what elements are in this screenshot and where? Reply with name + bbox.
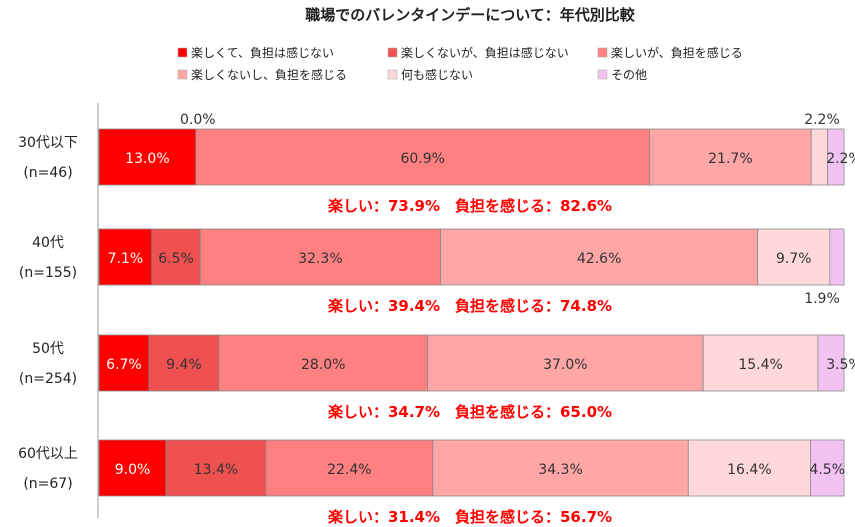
category-n-2: (n=155) [19,265,77,281]
bar-segment-2-6 [829,228,845,286]
data-label-1-6: 2.2% [826,151,855,167]
data-label-1-3: 60.9% [400,151,444,167]
data-labels: 13.0% 0.0% 60.9% 21.7% 2.2% 2.2% 7.1% 6.5% 32.3%… [106,112,855,478]
bar-segment-4-6 [810,439,845,497]
legend-label-2: 楽しくないが、負担は感じない [401,45,569,60]
bar-segment-4-1 [98,439,167,497]
bar-segment-4-2 [165,439,267,497]
bar-segment-2-2 [151,228,201,286]
category-label-3: 50代 [32,341,64,357]
bar-segment-3-1 [98,334,150,392]
data-label-3-3: 28.0% [301,357,345,373]
category-label-2: 40代 [32,235,64,251]
legend-swatch-3 [597,47,608,58]
data-label-4-2: 13.4% [194,462,238,478]
bar-segment-3-3 [218,334,428,392]
data-label-3-2: 9.4% [166,357,202,373]
legend-label-3: 楽しいが、負担を感じる [611,45,743,60]
bar-segment-2-3 [199,228,442,286]
bar-segment-4-3 [265,439,434,497]
legend-swatch-1 [177,47,188,58]
legend-label-6: その他 [611,68,647,82]
data-label-1-2: 0.0% [180,112,216,128]
legend-swatch-4 [177,69,188,80]
bar-segment-2-4 [440,228,759,286]
legend-swatch-5 [387,69,398,80]
data-label-1-1: 13.0% [125,151,169,167]
bars [98,128,845,497]
bar-segment-4-4 [432,439,689,497]
summary-labels: 楽しい：73.9% 負担を感じる：82.6% 楽しい：39.4% 負担を感じる：7… [328,197,612,526]
data-label-2-5: 9.7% [776,251,812,267]
category-label-1: 30代以下 [18,135,78,151]
category-n-3: (n=254) [19,371,77,387]
data-label-4-6: 4.5% [809,462,845,478]
legend-label-4: 楽しくないし、負担を感じる [191,67,347,82]
bar-segment-1-1 [98,128,197,186]
data-label-4-1: 9.0% [115,462,151,478]
legend: 楽しくて、負担は感じない 楽しくないが、負担は感じない 楽しいが、負担を感じる楽しく… [177,45,743,82]
summary-label-1: 楽しい：73.9% 負担を感じる：82.6% [328,197,612,215]
legend-label-5: 何も感じない [401,67,473,82]
bar-segment-3-4 [427,334,704,392]
summary-label-4: 楽しい：31.4% 負担を感じる：56.7% [328,508,612,526]
data-label-3-1: 6.7% [106,357,142,373]
data-label-2-2: 6.5% [158,251,194,267]
data-label-3-6: 3.5% [826,357,855,373]
data-label-2-3: 32.3% [298,251,342,267]
bar-segment-4-5 [687,439,811,497]
data-label-3-4: 37.0% [543,357,587,373]
category-label-4: 60代以上 [18,446,78,462]
legend-swatch-6 [597,69,608,80]
bar-segment-1-5 [810,128,829,186]
category-n-4: (n=67) [23,476,72,492]
data-label-2-6: 1.9% [804,291,840,307]
legend-label-1: 楽しくて、負担は感じない [191,45,334,60]
bar-segment-1-4 [649,128,812,186]
bar-segment-3-6 [817,334,845,392]
bar-segment-1-3 [195,128,650,186]
bar-segment-3-2 [148,334,220,392]
data-label-2-1: 7.1% [108,251,144,267]
data-label-3-5: 15.4% [738,357,782,373]
legend-swatch-2 [387,47,398,58]
data-label-4-5: 16.4% [727,462,771,478]
category-n-1: (n=46) [23,165,72,181]
data-label-4-3: 22.4% [327,462,371,478]
data-label-1-5: 2.2% [804,112,840,128]
data-label-4-4: 34.3% [538,462,582,478]
bar-segment-1-6 [827,128,845,186]
category-labels: 30代以下 (n=46) 40代 (n=155) 50代 (n=254) 60代以上 (n=6… [18,135,78,492]
summary-label-2: 楽しい：39.4% 負担を感じる：74.8% [328,297,612,315]
bar-segment-3-5 [702,334,819,392]
chart-title: 職場でのバレンタインデーについて：年代別比較 [305,6,636,24]
data-label-1-4: 21.7% [708,151,752,167]
summary-label-3: 楽しい：34.7% 負担を感じる：65.0% [328,403,612,421]
data-label-2-4: 42.6% [577,251,621,267]
bar-segment-2-1 [98,228,153,286]
